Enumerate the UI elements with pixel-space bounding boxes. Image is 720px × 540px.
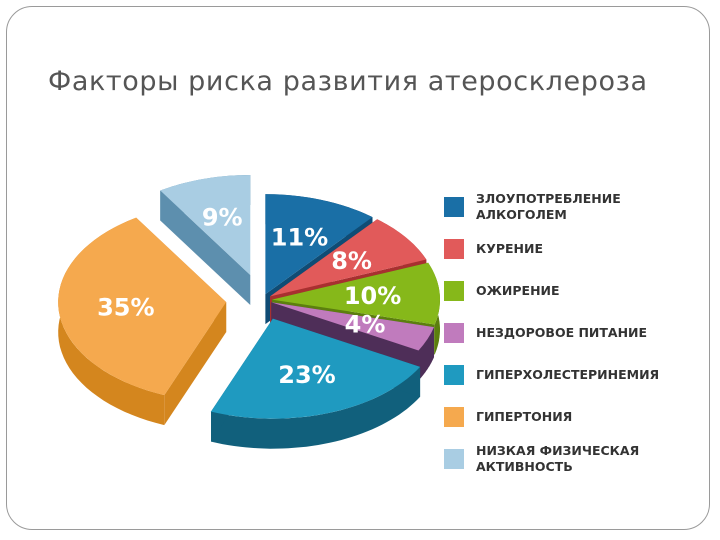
- chart-legend: ЗЛОУПОТРЕБЛЕНИЕ АЛКОГОЛЕМ КУРЕНИЕ ОЖИРЕНИЕ…: [444, 186, 706, 480]
- pie-slice-top-1: [270, 219, 427, 297]
- pie-slice-6: 9%: [160, 174, 251, 305]
- legend-swatch-5: [444, 407, 464, 427]
- pie-slice-5: 35%: [58, 217, 227, 426]
- pie-slice-top-0: [265, 194, 373, 295]
- chart-title: Факторы риска развития атеросклероза: [48, 66, 648, 97]
- legend-item-0: ЗЛОУПОТРЕБЛЕНИЕ АЛКОГОЛЕМ: [444, 186, 706, 228]
- legend-swatch-0: [444, 197, 464, 217]
- legend-label-6: НИЗКАЯ ФИЗИЧЕСКАЯ АКТИВНОСТЬ: [476, 443, 640, 474]
- pie-slice-top-6: [160, 174, 251, 275]
- pie-slice-value-label-5: 35%: [97, 294, 154, 322]
- pie-slice-cut-6-0: [160, 190, 251, 305]
- legend-label-0: ЗЛОУПОТРЕБЛЕНИЕ АЛКОГОЛЕМ: [476, 191, 621, 222]
- legend-swatch-6: [444, 449, 464, 469]
- legend-swatch-3: [444, 323, 464, 343]
- legend-swatch-1: [444, 239, 464, 259]
- legend-label-1: КУРЕНИЕ: [476, 241, 544, 256]
- legend-label-4: ГИПЕРХОЛЕСТЕРИНЕМИЯ: [476, 367, 660, 382]
- pie-slice-value-label-2: 10%: [344, 282, 401, 310]
- pie-slice-top-3: [271, 302, 435, 351]
- legend-item-3: НЕЗДОРОВОЕ ПИТАНИЕ: [444, 312, 706, 354]
- legend-swatch-2: [444, 281, 464, 301]
- pie-slice-value-label-3: 4%: [345, 310, 386, 338]
- legend-item-6: НИЗКАЯ ФИЗИЧЕСКАЯ АКТИВНОСТЬ: [444, 438, 706, 480]
- legend-label-2: ОЖИРЕНИЕ: [476, 283, 560, 298]
- legend-item-1: КУРЕНИЕ: [444, 228, 706, 270]
- legend-item-5: ГИПЕРТОНИЯ: [444, 396, 706, 438]
- pie-slice-top-4: [210, 318, 421, 419]
- legend-label-3: НЕЗДОРОВОЕ ПИТАНИЕ: [476, 325, 648, 340]
- pie-slice-top-5: [58, 217, 227, 396]
- legend-item-2: ОЖИРЕНИЕ: [444, 270, 706, 312]
- pie-slice-value-label-1: 8%: [331, 247, 372, 275]
- legend-item-4: ГИПЕРХОЛЕСТЕРИНЕМИЯ: [444, 354, 706, 396]
- pie-slice-top-2: [271, 262, 440, 325]
- pie-slice-value-label-0: 11%: [271, 224, 328, 252]
- pie-slice-side-4: [211, 366, 421, 449]
- legend-swatch-4: [444, 365, 464, 385]
- pie-slice-value-label-4: 23%: [278, 361, 335, 389]
- pie-slice-value-label-6: 9%: [202, 203, 243, 231]
- pie-slice-4: 23%: [210, 318, 421, 449]
- pie-slice-cut-5-0: [164, 302, 227, 426]
- legend-label-5: ГИПЕРТОНИЯ: [476, 409, 573, 424]
